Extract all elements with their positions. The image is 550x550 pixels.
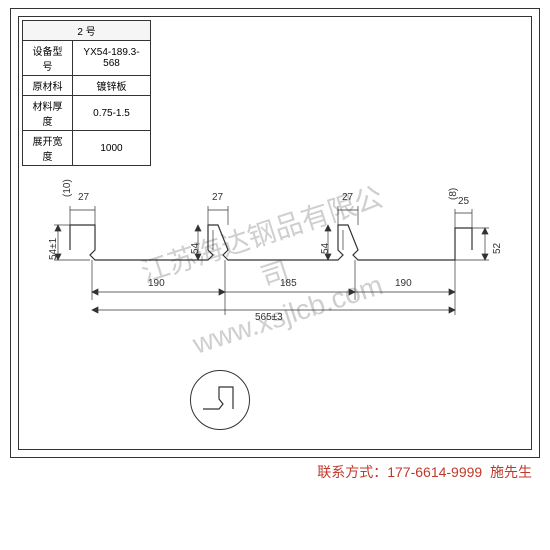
row-label: 材料厚度 xyxy=(23,96,73,131)
row-label: 原材科 xyxy=(23,76,73,96)
profile-svg xyxy=(40,180,510,360)
dim-left-h: 54±1 xyxy=(48,238,59,260)
detail-view xyxy=(190,370,250,430)
row-value: YX54-189.3-568 xyxy=(73,41,151,76)
dim-span2: 185 xyxy=(280,278,297,289)
profile-drawing: (10) 27 27 27 (8) 25 54±1 54 54 52 190 1… xyxy=(40,180,510,360)
dim-top4: 25 xyxy=(458,196,469,207)
dim-top1-paren: (10) xyxy=(62,179,73,197)
dim-span1: 190 xyxy=(148,278,165,289)
row-label: 设备型号 xyxy=(23,41,73,76)
row-value: 镀锌板 xyxy=(73,76,151,96)
dim-right-h: 52 xyxy=(492,243,503,254)
table-title-row: 2 号 xyxy=(23,21,151,41)
contact-line: 联系方式：177-6614-9999 施先生 xyxy=(317,462,532,482)
dim-span3: 190 xyxy=(395,278,412,289)
table-row: 原材科镀锌板 xyxy=(23,76,151,96)
row-label: 展开宽度 xyxy=(23,131,73,166)
dim-total: 565±3 xyxy=(255,312,283,323)
row-value: 0.75-1.5 xyxy=(73,96,151,131)
contact-phone: 177-6614-9999 xyxy=(387,464,482,480)
dim-mid-h1: 54 xyxy=(190,243,201,254)
dim-height xyxy=(54,225,489,260)
dim-top1: 27 xyxy=(78,192,89,203)
dim-top3: 27 xyxy=(342,192,353,203)
spec-table: 2 号 设备型号YX54-189.3-568 原材科镀锌板 材料厚度0.75-1… xyxy=(22,20,151,166)
dim-mid-h2: 54 xyxy=(320,243,331,254)
table-row: 设备型号YX54-189.3-568 xyxy=(23,41,151,76)
dim-top2: 27 xyxy=(212,192,223,203)
dim-top xyxy=(70,206,472,228)
table-row: 材料厚度0.75-1.5 xyxy=(23,96,151,131)
table-title: 2 号 xyxy=(23,21,151,41)
detail-svg xyxy=(191,371,251,431)
contact-name: 施先生 xyxy=(490,464,532,480)
detail-circle xyxy=(190,370,250,430)
row-value: 1000 xyxy=(73,131,151,166)
table-row: 展开宽度1000 xyxy=(23,131,151,166)
profile-path xyxy=(70,225,472,260)
contact-label: 联系方式： xyxy=(317,464,387,480)
